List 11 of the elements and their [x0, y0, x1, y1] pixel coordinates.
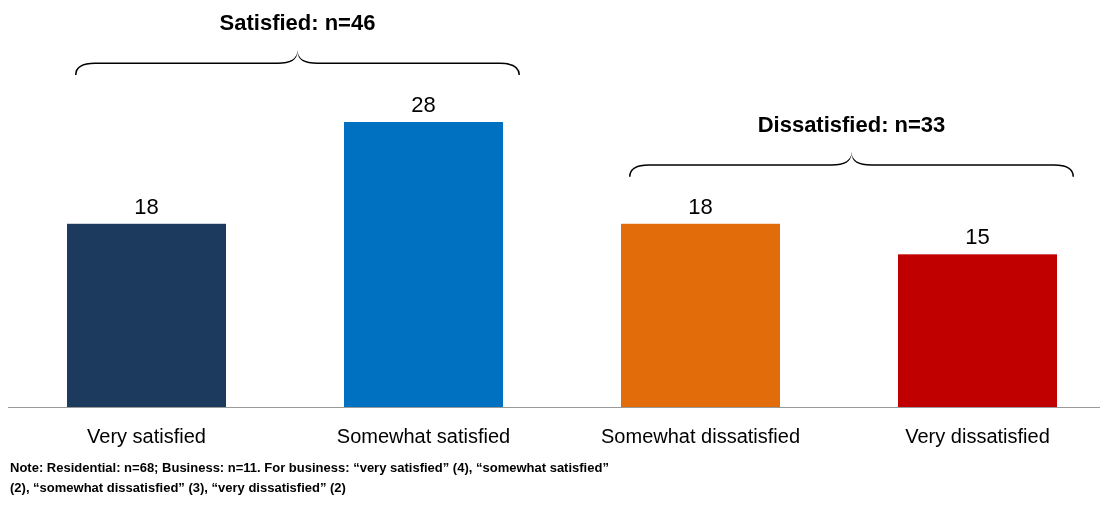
x-tick-label: Somewhat satisfied [336, 425, 511, 448]
data-label: 28 [411, 92, 436, 117]
data-label: 15 [965, 224, 990, 250]
text: Satisfied: n=46 [219, 10, 376, 35]
data-label: 18 [688, 193, 713, 219]
x-tick-label: Very satisfied [87, 425, 206, 448]
x-tick-label: Very dissatisfied [905, 425, 1050, 448]
data-label: 18 [134, 193, 159, 219]
annotation: Dissatisfied: n=33 [757, 111, 946, 137]
text: Note: Residential: n=68; Business: n=11. For business: “very satisfied” (4), “somewhat satisfied” (2), “somewhat dissatisfied” (3), “very dissatisfied” (2) [10, 460, 609, 495]
x-tick-label: Somewhat dissatisfied [601, 425, 800, 448]
